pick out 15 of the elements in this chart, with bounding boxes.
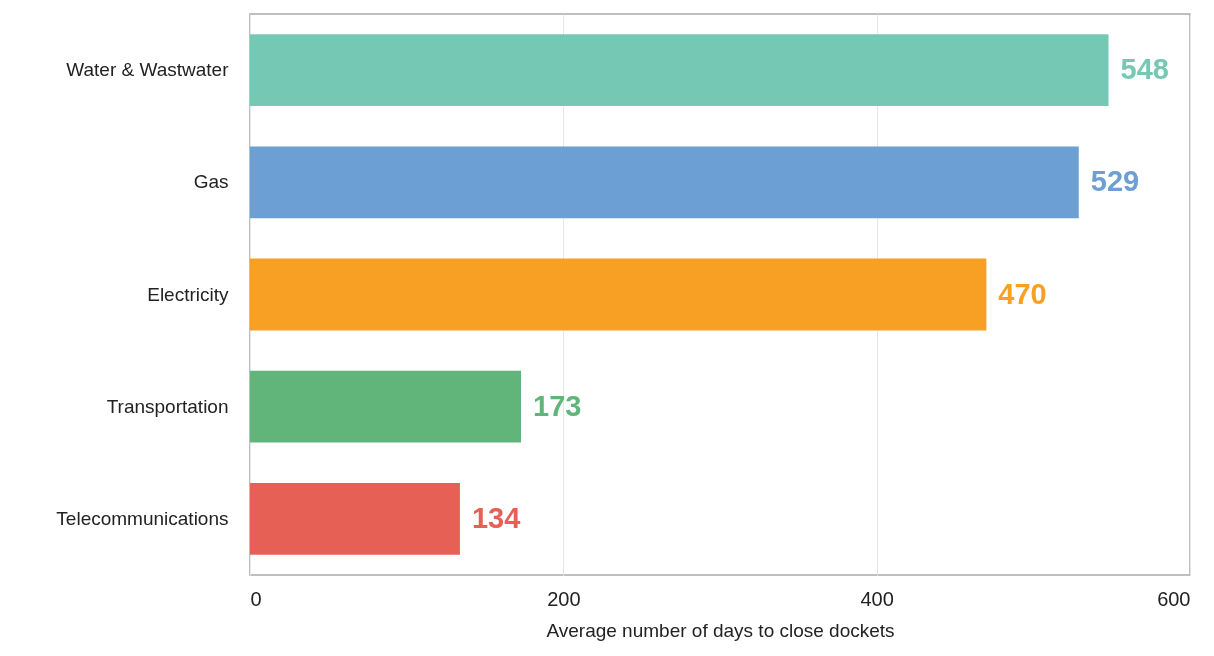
data-label: 529 bbox=[1090, 165, 1140, 198]
y-tick-label: Water & Wastwater bbox=[66, 59, 230, 81]
data-label: 548 bbox=[1120, 53, 1169, 86]
x-axis-title: Average number of days to close dockets bbox=[546, 619, 895, 641]
x-tick-label: 400 bbox=[860, 587, 894, 610]
y-tick-label: Electricity bbox=[147, 283, 229, 305]
data-label: 173 bbox=[533, 389, 582, 422]
data-label: 134 bbox=[471, 501, 521, 534]
x-tick-label: 200 bbox=[547, 587, 581, 610]
x-tick-label: 600 bbox=[1157, 587, 1191, 610]
y-tick-label: Telecommunications bbox=[56, 507, 229, 529]
x-tick-label: 0 bbox=[250, 587, 262, 610]
data-label: 470 bbox=[998, 277, 1047, 310]
y-tick-label: Transportation bbox=[106, 395, 229, 417]
y-tick-label: Gas bbox=[193, 171, 229, 193]
